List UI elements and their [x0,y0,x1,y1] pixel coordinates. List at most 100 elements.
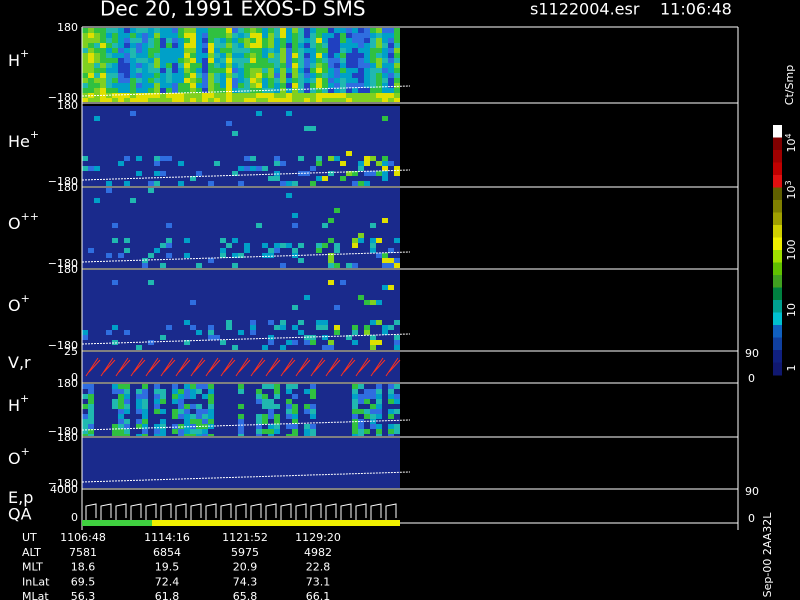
spectrogram-cell [340,83,346,88]
spectrogram-cell [148,48,154,53]
spectrogram-cell [220,58,226,63]
spectrogram-cell [370,73,376,78]
spectrogram-cell [190,43,196,48]
spectrogram-cell [88,409,94,414]
spectrogram-cell [292,98,298,102]
spectrogram-cell [202,419,208,424]
panel-label: E,p [8,488,33,507]
spectrogram-cell [100,53,106,58]
spectrogram-cell [298,93,304,98]
spectrogram-cell [136,88,142,93]
spectrogram-cell [226,93,232,98]
spectrogram-cell [88,48,94,53]
spectrogram-cell [370,389,376,394]
spectrogram-cell [382,88,388,93]
spectrogram-cell [358,233,364,238]
spectrogram-cell [184,384,190,389]
spectrogram-cell [142,38,148,43]
colorbar-segment [773,175,782,188]
spectrogram-cell [172,409,178,414]
spectrogram-cell [106,253,112,258]
spectrogram-cell [274,384,280,389]
spectrogram-cell [274,404,280,409]
spectrogram-cell [388,409,394,414]
spectrogram-cell [376,88,382,93]
spectrogram-cell [286,83,292,88]
spectrogram-cell [202,43,208,48]
spectrogram-cell [172,68,178,73]
spectrogram-cell [376,73,382,78]
spectrogram-cell [154,28,160,33]
spectrogram-cell [220,48,226,53]
spectrogram-cell [244,83,250,88]
spectrogram-cell [388,53,394,58]
spectrogram-cell [340,88,346,93]
spectrogram-cell [88,53,94,58]
spectrogram-cell [178,181,184,186]
spectrogram-cell [370,78,376,83]
spectrogram-cell [148,53,154,58]
spectrogram-cell [394,68,400,73]
spectrogram-cell [202,384,208,389]
sawtooth-trace [340,357,356,377]
spectrogram-cell [286,404,292,409]
spectrogram-cell [190,83,196,88]
spectrogram-cell [316,83,322,88]
spectrogram-cell [88,73,94,78]
spectrogram-cell [316,33,322,38]
spectrogram-cell [352,171,358,176]
spectrogram-cell [214,98,220,102]
colorbar-segment [773,250,782,263]
spectrogram-cell [292,48,298,53]
spectrogram-cell [280,243,286,248]
y-tick-label: −180 [48,339,78,352]
spectrogram-cell [142,384,148,389]
spectrogram-cell [388,399,394,404]
spectrogram-cell [142,424,148,429]
spectrogram-cell [172,394,178,399]
spectrogram-cell [388,434,394,436]
spectrogram-cell [376,78,382,83]
spectrogram-cell [112,404,118,409]
spectrogram-cell [118,48,124,53]
spectrogram-cell [112,424,118,429]
spectrogram-cell [262,83,268,88]
spectrogram-cell [322,325,328,330]
spectrogram-cell [268,73,274,78]
spectrogram-cell [232,88,238,93]
spectrogram-cell [316,243,322,248]
spectrogram-cell [88,33,94,38]
spectrogram-cell [238,93,244,98]
footer-value: 56.3 [71,590,96,600]
spectrogram-cell [316,156,322,161]
spectrogram-cell [286,98,292,102]
spectrogram-cell [88,63,94,68]
colorbar-segment [773,187,782,201]
spectrogram-cell [268,340,274,345]
spectrogram-cell [268,384,274,389]
spectrogram-cell [178,53,184,58]
spectrogram-cell [136,98,142,102]
spectrogram-cell [190,300,196,305]
spectrogram-cell [118,429,124,434]
spectrogram-cell [280,48,286,53]
spectrogram-cell [334,156,340,161]
spectrogram-cell [142,394,148,399]
spectrogram-cell [124,38,130,43]
spectrogram-cell [280,325,286,330]
spectrogram-cell [154,429,160,434]
sawtooth-trace [85,357,101,377]
spectrogram-cell [382,73,388,78]
panel-label: O++ [8,210,39,233]
spectrogram-cell [250,325,256,330]
spectrogram-cell [394,48,400,53]
panel-label-superscript: + [30,128,39,141]
spectrogram-cell [184,98,190,102]
spectrogram-cell [82,419,88,424]
spectrogram-cell [352,409,358,414]
spectrogram-cell [94,166,100,171]
spectrogram-cell [388,161,394,166]
spectrogram-cell [322,63,328,68]
sawtooth-trace [355,503,367,520]
spectrogram-cell [232,171,238,176]
